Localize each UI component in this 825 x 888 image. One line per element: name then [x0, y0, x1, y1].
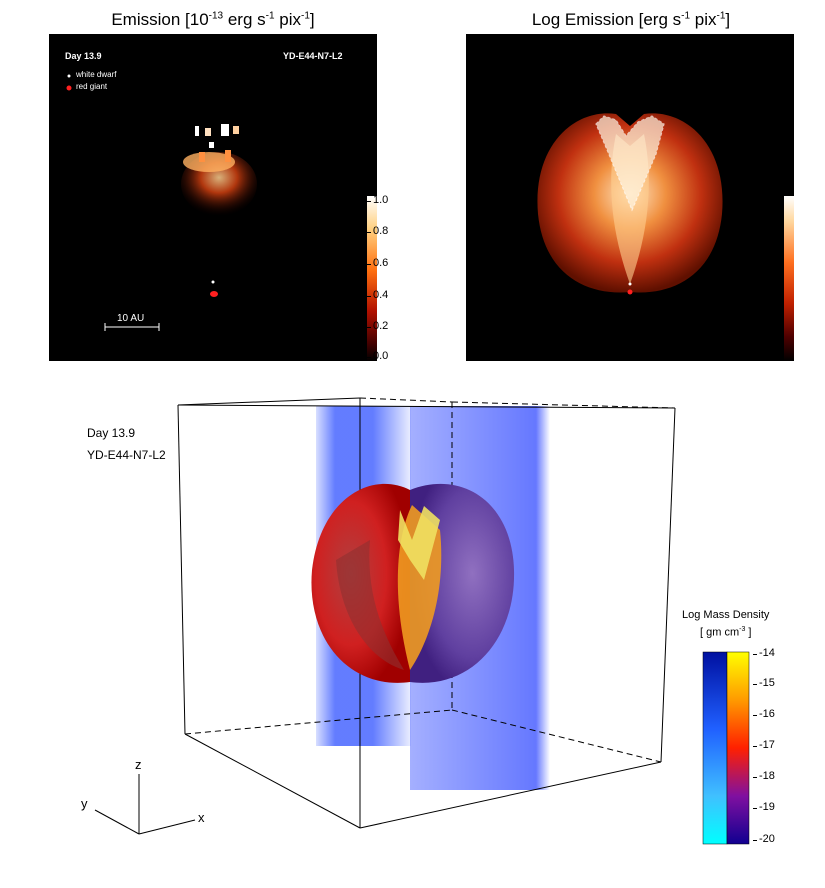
left-cbar-tick: 0.4	[366, 289, 389, 301]
bottom-model-label: YD-E44-N7-L2	[87, 448, 166, 462]
left-cbar-tick: 0.8	[366, 225, 389, 237]
right-cbar-tick: -20	[756, 352, 778, 364]
left-cbar-tick: 0.0	[366, 350, 389, 362]
axis-y-label: y	[81, 796, 88, 811]
emission-render	[66, 74, 377, 361]
right-cbar-tick: -18	[756, 308, 778, 320]
density-cbar-tick: -14	[753, 647, 775, 659]
red-giant-marker	[210, 291, 218, 297]
density-cbar-tick: -15	[753, 677, 775, 689]
density-colorbar-cyan	[702, 651, 728, 845]
left-colorbar	[367, 196, 377, 361]
density-colorbar-warm	[726, 651, 750, 845]
right-cbar-tick: -15	[756, 239, 778, 251]
right-cbar-tick: -14	[756, 217, 778, 229]
left-panel-title: Emission [10-13 erg s-1 pix-1]	[111, 10, 315, 29]
axis-x-label: x	[198, 810, 205, 825]
right-cbar-tick: -19	[756, 330, 778, 342]
left-cbar-tick: 0.6	[366, 257, 389, 269]
right-panel-title: Log Emission [erg s-1 pix-1]	[531, 10, 731, 29]
right-cbar-tick: -16	[756, 262, 778, 274]
density-cbar-tick: -20	[753, 833, 775, 845]
density-cbar-tick: -18	[753, 770, 775, 782]
scale-bar-label: 10 AU	[117, 313, 145, 324]
axis-z-label: z	[135, 757, 142, 772]
log-emission-render	[537, 113, 794, 361]
legend-red-giant: red giant	[76, 82, 108, 91]
density-cbar-tick: -17	[753, 739, 775, 751]
left-cbar-tick: 1.0	[366, 194, 389, 206]
left-model-label: YD-E44-N7-L2	[283, 51, 343, 61]
density-colorbar-units: [ gm cm-3 ]	[700, 626, 752, 639]
right-cbar-tick: -17	[756, 285, 778, 297]
right-colorbar	[784, 196, 794, 361]
left-day-label: Day 13.9	[65, 51, 102, 61]
left-cbar-tick: 0.2	[366, 320, 389, 332]
log-emission-image	[466, 34, 794, 361]
density-cbar-tick: -16	[753, 708, 775, 720]
right-cbar-tick: -13	[756, 195, 778, 207]
density-colorbar-title: Log Mass Density	[682, 609, 770, 621]
bottom-day-label: Day 13.9	[87, 426, 136, 440]
white-dwarf-marker	[211, 280, 215, 284]
emission-image: Day 13.9 YD-E44-N7-L2 white dwarf red gi…	[49, 34, 377, 361]
density-cbar-tick: -19	[753, 801, 775, 813]
legend-white-dwarf: white dwarf	[76, 70, 117, 79]
